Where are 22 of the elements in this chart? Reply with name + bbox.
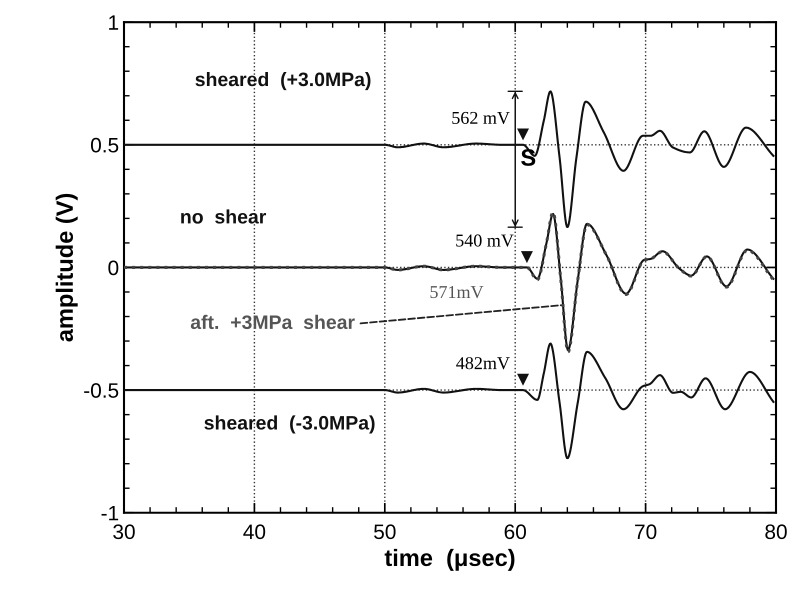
y-tick-label: 0	[108, 260, 118, 276]
y-tick-label: -1	[102, 506, 118, 520]
series-label: sheared (-3.0MPa)	[204, 415, 375, 434]
x-tick-label: 40	[243, 524, 266, 540]
y-tick-label: -0.5	[84, 383, 118, 398]
x-tick-label: 70	[635, 524, 656, 540]
x-tick-label: 80	[765, 524, 787, 540]
annotation: 482mV	[456, 357, 510, 370]
x-tick-label: 60	[504, 524, 526, 540]
x-tick-label: 30	[113, 524, 135, 540]
annotation: 562 mV	[452, 112, 510, 124]
y-tick-label: 1	[109, 15, 118, 30]
text: no shear	[181, 209, 266, 224]
text: sheared (+3.0MPa)	[195, 72, 370, 90]
annotation: 540 mV	[456, 234, 514, 247]
x-tick-label: 50	[374, 524, 396, 540]
y-tick-label: 0.5	[90, 138, 118, 153]
y-axis-title: amplitude (V)	[56, 194, 78, 342]
x-axis-title: time (μsec)	[384, 548, 514, 571]
text: aft. +3MPa shear	[190, 314, 355, 330]
annotation: 571mV	[430, 286, 484, 298]
annotation: S	[521, 149, 536, 166]
